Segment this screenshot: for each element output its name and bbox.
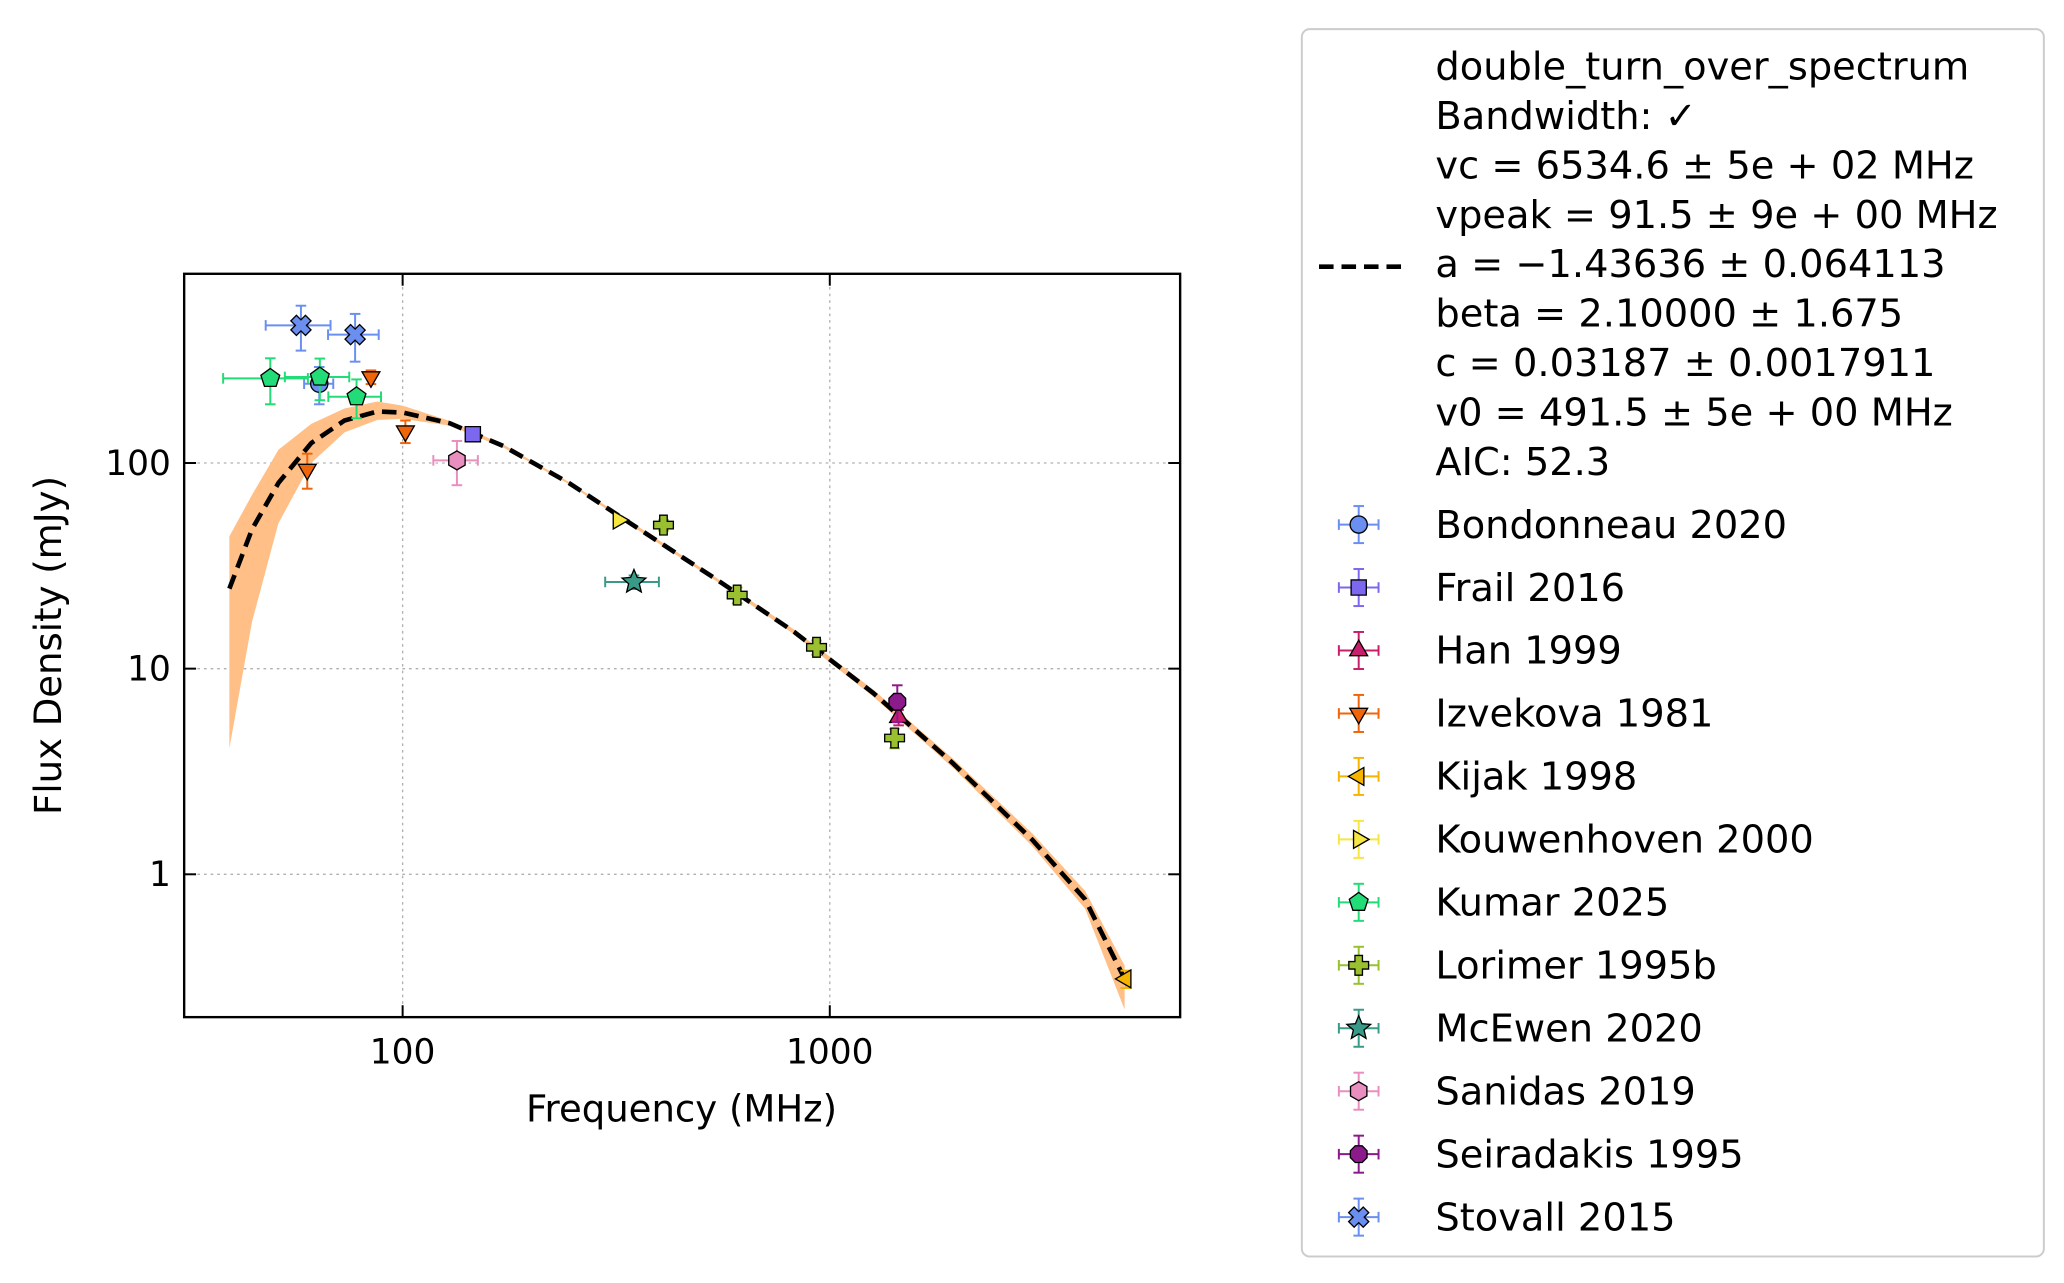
legend-label: v0 = 491.5 ± 5e + 00 MHz — [1435, 391, 1952, 436]
marker — [360, 371, 382, 389]
marker — [884, 727, 906, 749]
y-tick-label: 10 — [127, 650, 171, 690]
marker — [1349, 515, 1368, 534]
fit-line — [227, 409, 1127, 980]
legend-label: vpeak = 91.5 ± 9e + 00 MHz — [1435, 193, 1997, 238]
legend-label: Han 1999 — [1435, 629, 1621, 674]
legend-label: beta = 2.10000 ± 1.675 — [1435, 292, 1903, 337]
marker — [1350, 579, 1367, 596]
marker — [1345, 1014, 1373, 1040]
legend-label: Frail 2016 — [1435, 566, 1625, 611]
marker — [1348, 707, 1369, 726]
legend-label: Bandwidth: ✓ — [1435, 94, 1696, 139]
marker — [1348, 954, 1370, 976]
marker — [888, 692, 907, 711]
marker — [289, 314, 312, 337]
legend-label: Lorimer 1995b — [1435, 944, 1716, 989]
marker — [297, 463, 318, 482]
marker — [260, 367, 281, 388]
legend-label: Seiradakis 1995 — [1435, 1132, 1743, 1177]
marker — [726, 584, 748, 606]
uncertainty-band — [229, 401, 1125, 1010]
legend-label: Kumar 2025 — [1435, 881, 1669, 926]
marker — [395, 425, 416, 443]
plot-frame — [182, 272, 1182, 1019]
marker — [1349, 1145, 1368, 1164]
legend-label: Bondonneau 2020 — [1435, 503, 1787, 548]
marker — [1347, 1206, 1370, 1229]
marker — [346, 386, 367, 406]
marker — [1347, 766, 1365, 787]
legend-label: McEwen 2020 — [1435, 1006, 1702, 1051]
marker — [309, 366, 331, 386]
marker — [1352, 829, 1371, 850]
legend-label: double_turn_over_spectrum — [1435, 44, 1969, 89]
x-tick-label: 1000 — [786, 1032, 873, 1072]
legend-label: Stovall 2015 — [1435, 1195, 1675, 1240]
legend-label: Izvekova 1981 — [1435, 692, 1713, 737]
marker — [805, 636, 828, 658]
marker — [464, 425, 482, 443]
legend-label: AIC: 52.3 — [1435, 440, 1610, 485]
x-tick-label: 100 — [370, 1032, 436, 1072]
marker — [1114, 968, 1132, 989]
marker — [1348, 638, 1369, 657]
marker — [1349, 1080, 1368, 1102]
x-axis-label: Frequency (MHz) — [526, 1088, 837, 1131]
marker — [652, 514, 675, 536]
marker — [344, 323, 367, 346]
legend-label: Sanidas 2019 — [1435, 1069, 1695, 1114]
marker — [448, 450, 466, 471]
legend-label: vc = 6534.6 ± 5e + 02 MHz — [1435, 143, 1973, 188]
marker — [612, 509, 631, 531]
legend-label: Kouwenhoven 2000 — [1435, 818, 1813, 863]
legend-box — [1300, 28, 2045, 1258]
legend-label: a = −1.43636 ± 0.064113 — [1435, 242, 1945, 287]
marker — [620, 567, 648, 594]
legend-label: Kijak 1998 — [1435, 755, 1637, 800]
y-tick-label: 100 — [105, 444, 171, 484]
y-tick-label: 1 — [149, 855, 171, 895]
y-axis-label: Flux Density (mJy) — [27, 476, 70, 815]
marker — [1348, 891, 1369, 911]
legend-label: c = 0.03187 ± 0.0017911 — [1435, 341, 1935, 386]
